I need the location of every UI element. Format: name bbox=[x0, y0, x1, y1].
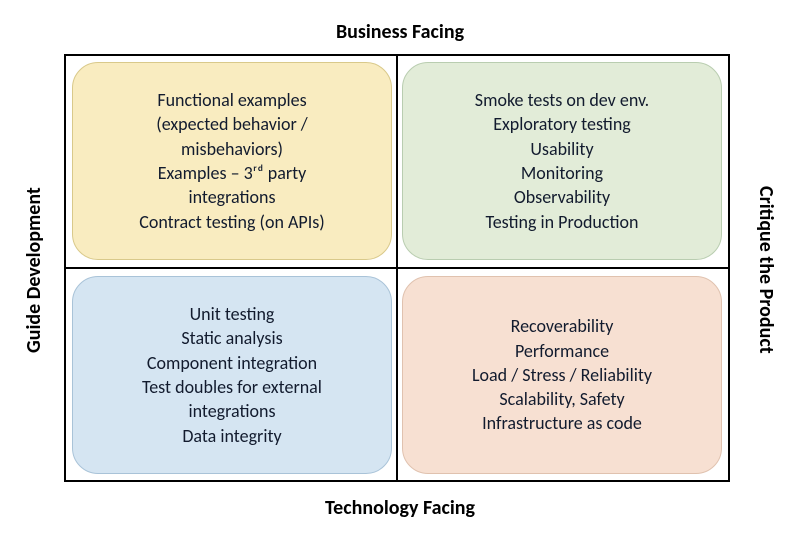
axis-label-left: Guide Development bbox=[22, 20, 46, 520]
quad-item: Usability bbox=[530, 137, 593, 161]
quad-item: integrations bbox=[188, 185, 275, 209]
quad-item: (expected behavior / bbox=[156, 112, 308, 136]
quadrant-bottom-left: Unit testing Static analysis Component i… bbox=[72, 276, 392, 474]
quad-item: Contract testing (on APIs) bbox=[139, 210, 325, 234]
quad-item: Performance bbox=[515, 339, 609, 363]
quadrant-top-left: Functional examples (expected behavior /… bbox=[72, 62, 392, 260]
axis-label-right: Critique the Product bbox=[754, 20, 778, 520]
quad-item: Test doubles for external bbox=[142, 375, 322, 399]
quadrant-top-right: Smoke tests on dev env. Exploratory test… bbox=[402, 62, 722, 260]
quad-item: Data integrity bbox=[182, 424, 281, 448]
quad-item: Load / Stress / Reliability bbox=[472, 363, 652, 387]
quad-item: Smoke tests on dev env. bbox=[475, 88, 649, 112]
quad-item: Testing in Production bbox=[486, 210, 639, 234]
quad-item: Component integration bbox=[147, 351, 317, 375]
quad-item: Scalability, Safety bbox=[499, 387, 624, 411]
quad-item: Recoverability bbox=[511, 314, 614, 338]
quad-item: Infrastructure as code bbox=[482, 411, 642, 435]
quad-item: Examples – 3ʳᵈ party bbox=[158, 161, 307, 185]
quad-item: Exploratory testing bbox=[493, 112, 631, 136]
quad-item: Observability bbox=[514, 185, 610, 209]
quadrant-bottom-right: Recoverability Performance Load / Stress… bbox=[402, 276, 722, 474]
axis-label-top: Business Facing bbox=[50, 20, 750, 44]
quad-item: integrations bbox=[188, 399, 275, 423]
quadrant-grid: Functional examples (expected behavior /… bbox=[64, 54, 730, 482]
quadrant-diagram: Business Facing Technology Facing Guide … bbox=[50, 20, 750, 520]
quad-item: misbehaviors) bbox=[181, 137, 283, 161]
axis-label-bottom: Technology Facing bbox=[50, 496, 750, 520]
quad-item: Static analysis bbox=[181, 326, 282, 350]
quad-item: Functional examples bbox=[157, 88, 306, 112]
quad-item: Monitoring bbox=[521, 161, 603, 185]
quad-item: Unit testing bbox=[190, 302, 275, 326]
